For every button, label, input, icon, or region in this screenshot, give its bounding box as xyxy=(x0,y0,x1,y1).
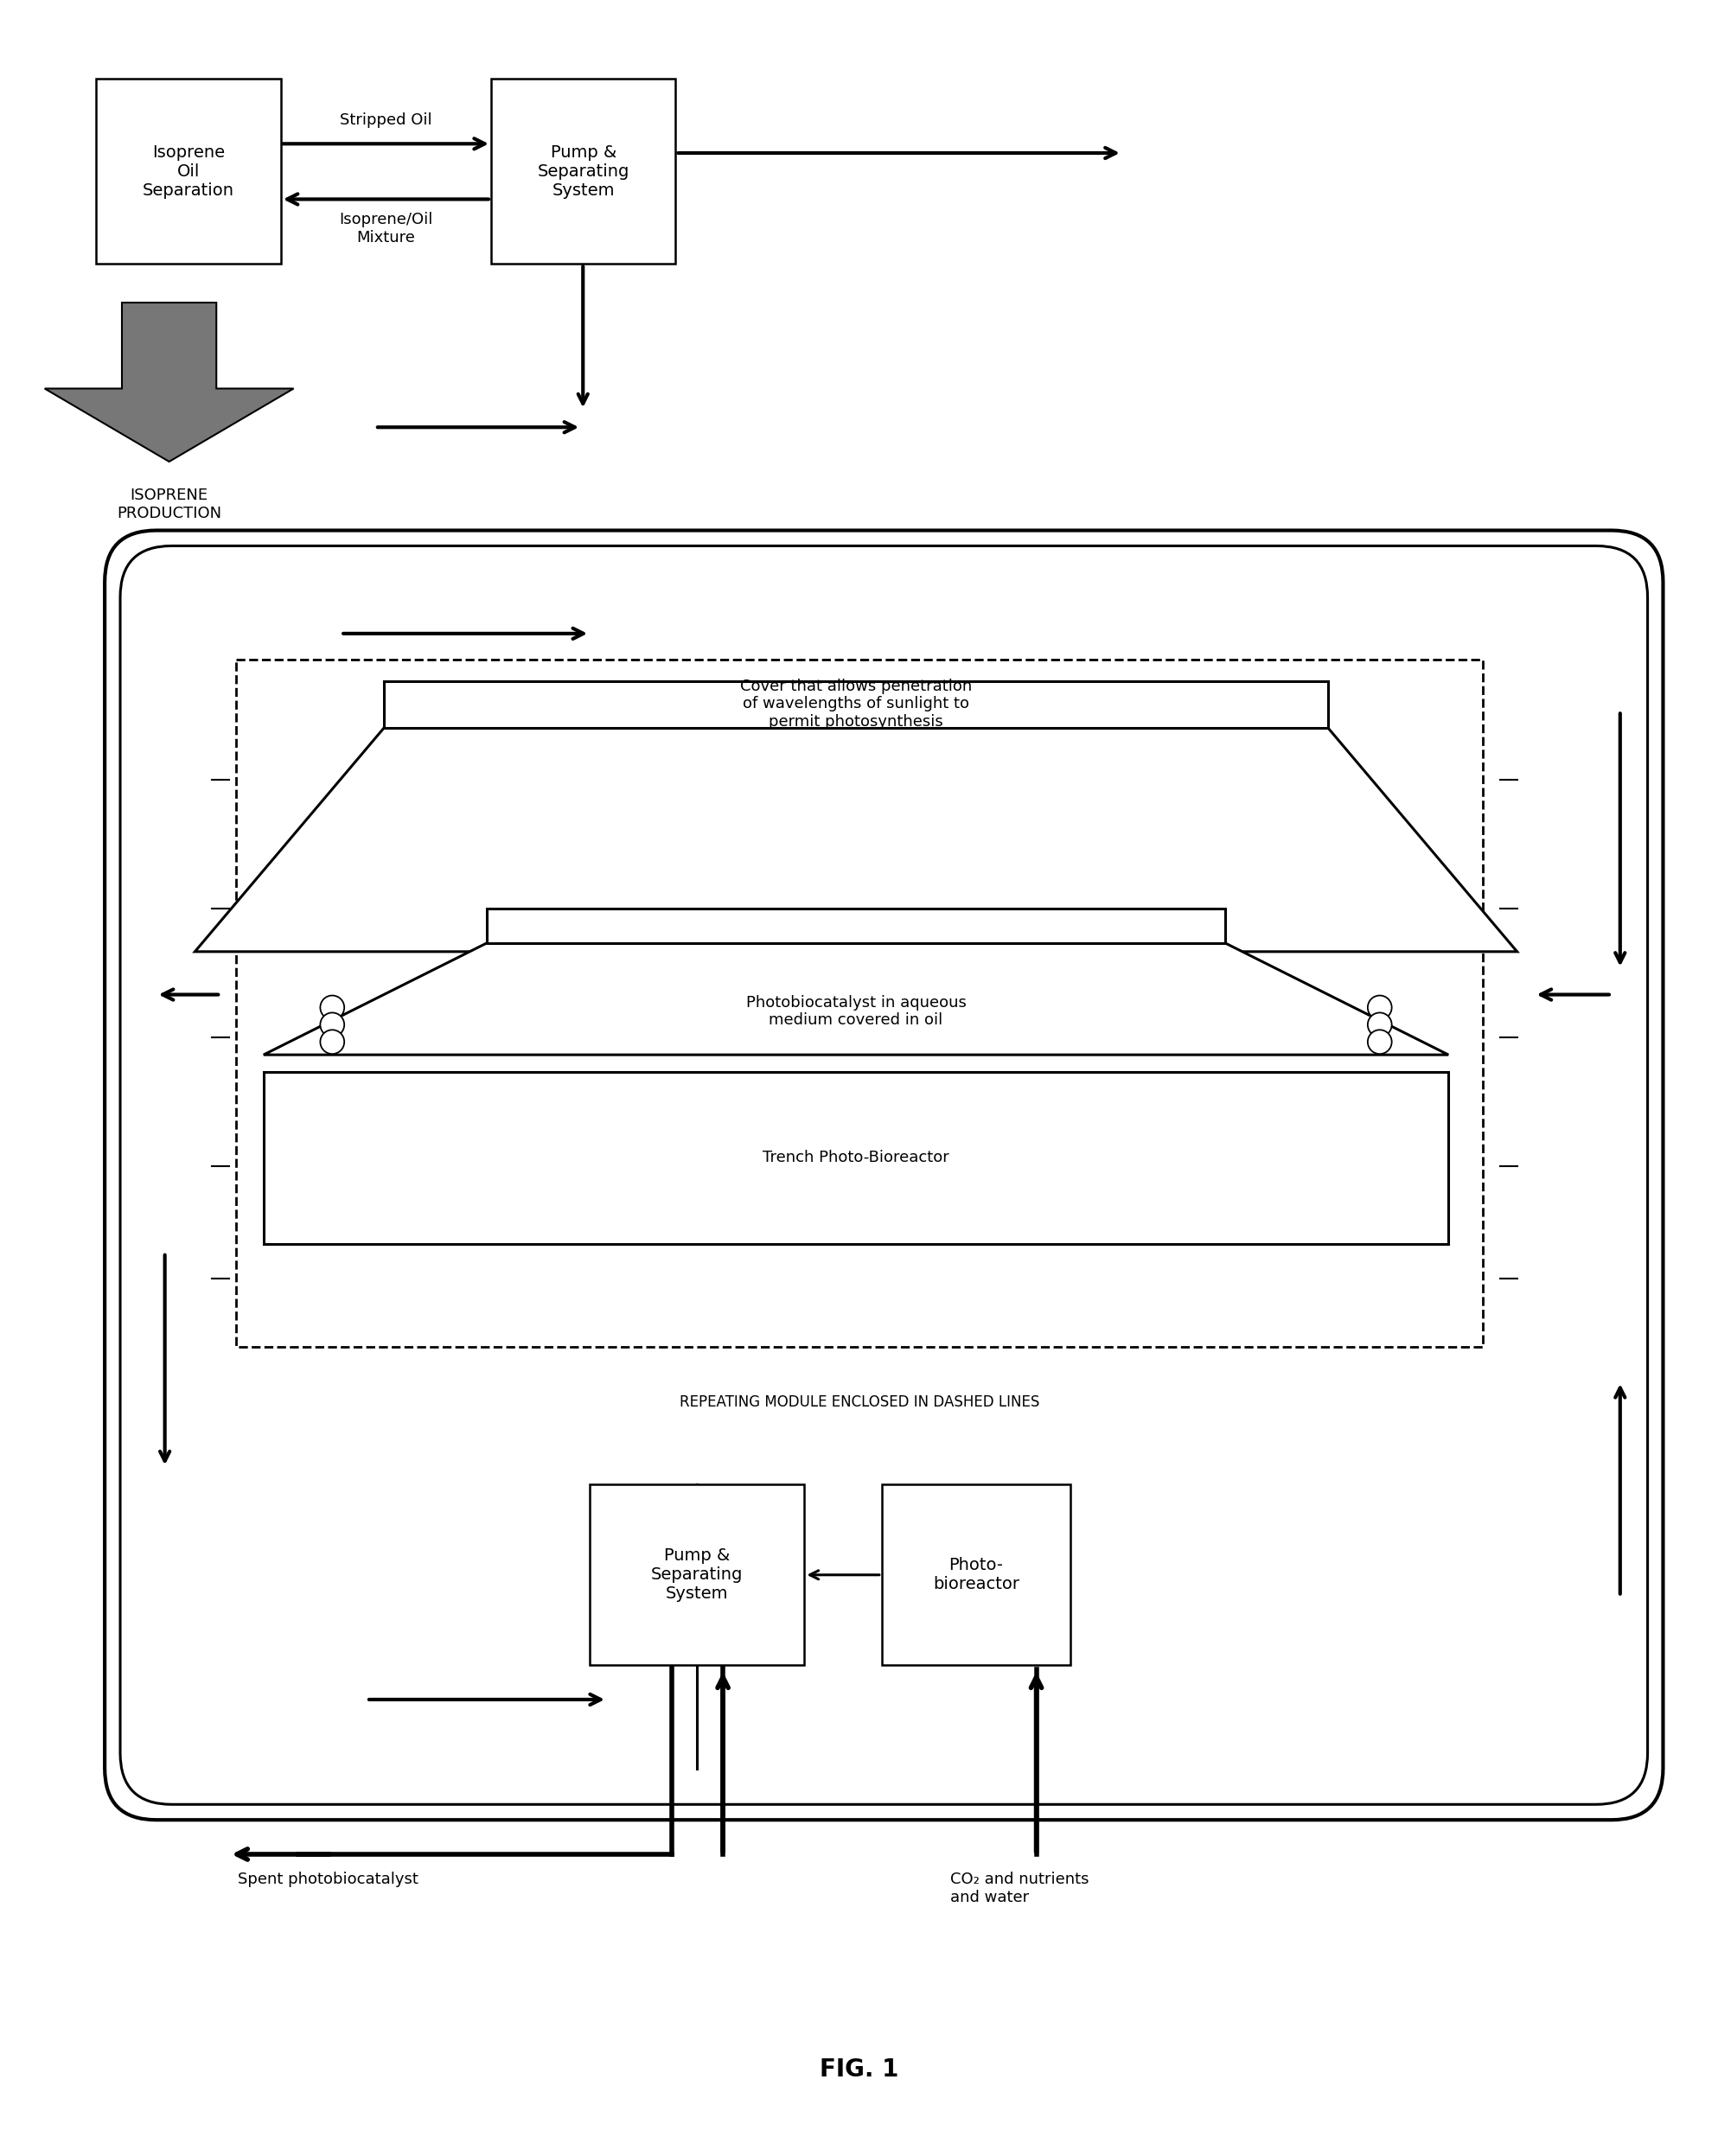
Text: Stripped Oil: Stripped Oil xyxy=(340,112,431,129)
Polygon shape xyxy=(45,302,294,461)
Text: FIG. 1: FIG. 1 xyxy=(819,2057,899,2081)
Bar xyxy=(383,681,1328,729)
Bar xyxy=(235,660,1483,1348)
Bar xyxy=(263,1072,1448,1244)
Polygon shape xyxy=(194,729,1517,951)
Circle shape xyxy=(320,1031,344,1054)
Text: Isoprene
Oil
Separation: Isoprene Oil Separation xyxy=(143,144,234,198)
Text: ISOPRENE
PRODUCTION: ISOPRENE PRODUCTION xyxy=(117,487,222,522)
Bar xyxy=(486,908,1225,942)
Circle shape xyxy=(1368,1031,1392,1054)
Text: Photo-
bioreactor: Photo- bioreactor xyxy=(933,1557,1019,1593)
Circle shape xyxy=(320,996,344,1020)
Text: Pump &
Separating
System: Pump & Separating System xyxy=(651,1548,744,1602)
Text: Photobiocatalyst in aqueous
medium covered in oil: Photobiocatalyst in aqueous medium cover… xyxy=(746,994,966,1028)
Bar xyxy=(881,1485,1070,1664)
Text: Trench Photo-Bioreactor: Trench Photo-Bioreactor xyxy=(763,1149,950,1166)
Text: REPEATING MODULE ENCLOSED IN DASHED LINES: REPEATING MODULE ENCLOSED IN DASHED LINE… xyxy=(679,1395,1039,1410)
Text: Cover that allows penetration
of wavelengths of sunlight to
permit photosynthesi: Cover that allows penetration of wavelen… xyxy=(740,679,972,731)
Bar xyxy=(589,1485,804,1664)
Text: CO₂ and nutrients
and water: CO₂ and nutrients and water xyxy=(950,1871,1089,1906)
Circle shape xyxy=(1368,1013,1392,1037)
Text: Spent photobiocatalyst: Spent photobiocatalyst xyxy=(237,1871,419,1886)
Text: Pump &
Separating
System: Pump & Separating System xyxy=(538,144,629,198)
Polygon shape xyxy=(263,942,1448,1054)
Text: Isoprene/Oil
Mixture: Isoprene/Oil Mixture xyxy=(338,211,433,246)
Bar xyxy=(491,80,675,263)
Bar xyxy=(96,80,280,263)
Circle shape xyxy=(320,1013,344,1037)
Circle shape xyxy=(1368,996,1392,1020)
